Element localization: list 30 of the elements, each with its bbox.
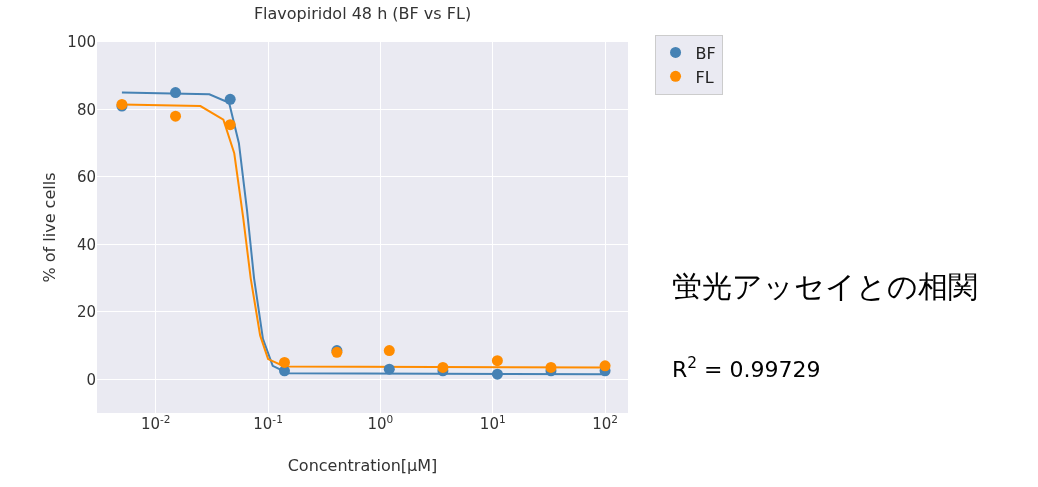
y-axis-title: % of live cells (40, 172, 59, 283)
point (224, 93, 236, 105)
text: R$^{2}$ = 0.99729 (672, 354, 821, 383)
y-tick-label: 60 (76, 168, 96, 187)
y-tick-label: 80 (76, 100, 96, 119)
point (599, 360, 611, 372)
x-tick-label: 10$^{-1}$ (253, 412, 283, 433)
point (545, 361, 557, 373)
point (491, 355, 503, 367)
point (437, 361, 449, 373)
point (278, 356, 290, 368)
point (383, 363, 395, 375)
x-axis-title: Concentration[μM] (287, 456, 438, 475)
x-tick-label: 10$^{2}$ (592, 412, 618, 433)
legend-label: FL (695, 67, 714, 87)
x-tick-label: 10$^{1}$ (479, 412, 506, 433)
point (224, 119, 236, 131)
legend-label: BF (695, 43, 716, 63)
point (383, 345, 395, 357)
y-tick-label: 40 (76, 235, 96, 254)
x-tick-label: 10$^{0}$ (367, 412, 394, 433)
y-tick-label: 0 (86, 370, 96, 389)
x-tick-label: 10$^{-2}$ (140, 412, 171, 433)
text: 蛍光アッセイとの相関 (672, 269, 978, 304)
point (491, 368, 503, 380)
y-tick-label: 100 (67, 33, 96, 52)
point (170, 110, 182, 122)
chart-title: Flavopiridol 48 h (BF vs FL) (253, 3, 472, 23)
point (170, 87, 182, 99)
y-tick-label: 20 (76, 303, 96, 322)
